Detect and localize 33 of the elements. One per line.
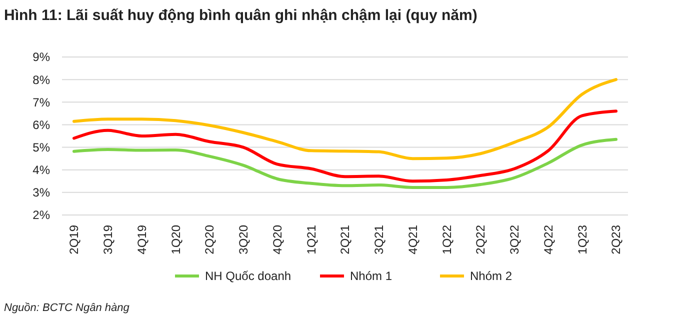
y-tick-label: 4%: [32, 163, 50, 178]
y-tick-label: 9%: [32, 50, 50, 64]
x-tick-label: 1Q23: [575, 224, 590, 254]
x-tick-label: 2Q21: [338, 224, 352, 254]
x-tick-label: 4Q21: [406, 224, 420, 254]
x-tick-label: 2Q19: [67, 224, 82, 254]
legend-label: NH Quốc doanh: [205, 269, 292, 284]
y-tick-label: 6%: [32, 118, 50, 132]
y-tick-label: 3%: [32, 186, 50, 200]
x-tick-label: 4Q20: [270, 224, 284, 254]
line-series: [72, 138, 618, 189]
x-tick-label: 1Q21: [304, 224, 318, 254]
x-tick-label: 3Q20: [236, 224, 251, 254]
x-tick-label: 3Q22: [508, 224, 522, 254]
y-tick-label: 7%: [32, 95, 50, 110]
x-tick-label: 3Q21: [372, 224, 386, 254]
line-series: [72, 110, 618, 183]
y-tick-label: 2%: [32, 208, 50, 222]
x-tick-label: 2Q23: [609, 224, 624, 254]
y-tick-label: 5%: [32, 140, 50, 154]
x-tick-label: 2Q20: [202, 224, 217, 254]
x-tick-label: 1Q22: [440, 224, 454, 254]
x-tick-label: 4Q22: [541, 224, 556, 254]
x-tick-label: 3Q19: [101, 224, 116, 254]
y-tick-label: 8%: [32, 72, 50, 87]
legend-label: Nhóm 2: [470, 269, 512, 284]
x-tick-label: 1Q20: [168, 224, 183, 254]
line-series: [72, 78, 618, 160]
x-tick-label: 4Q19: [134, 224, 149, 254]
legend-label: Nhóm 1: [350, 269, 392, 284]
chart-title: Hình 11: Lãi suất huy động bình quân ghi nhận chậm lại (quy năm): [4, 7, 478, 24]
text: Nguồn: BCTC Ngân hàng: [4, 302, 130, 314]
x-tick-label: 2Q22: [474, 224, 488, 254]
